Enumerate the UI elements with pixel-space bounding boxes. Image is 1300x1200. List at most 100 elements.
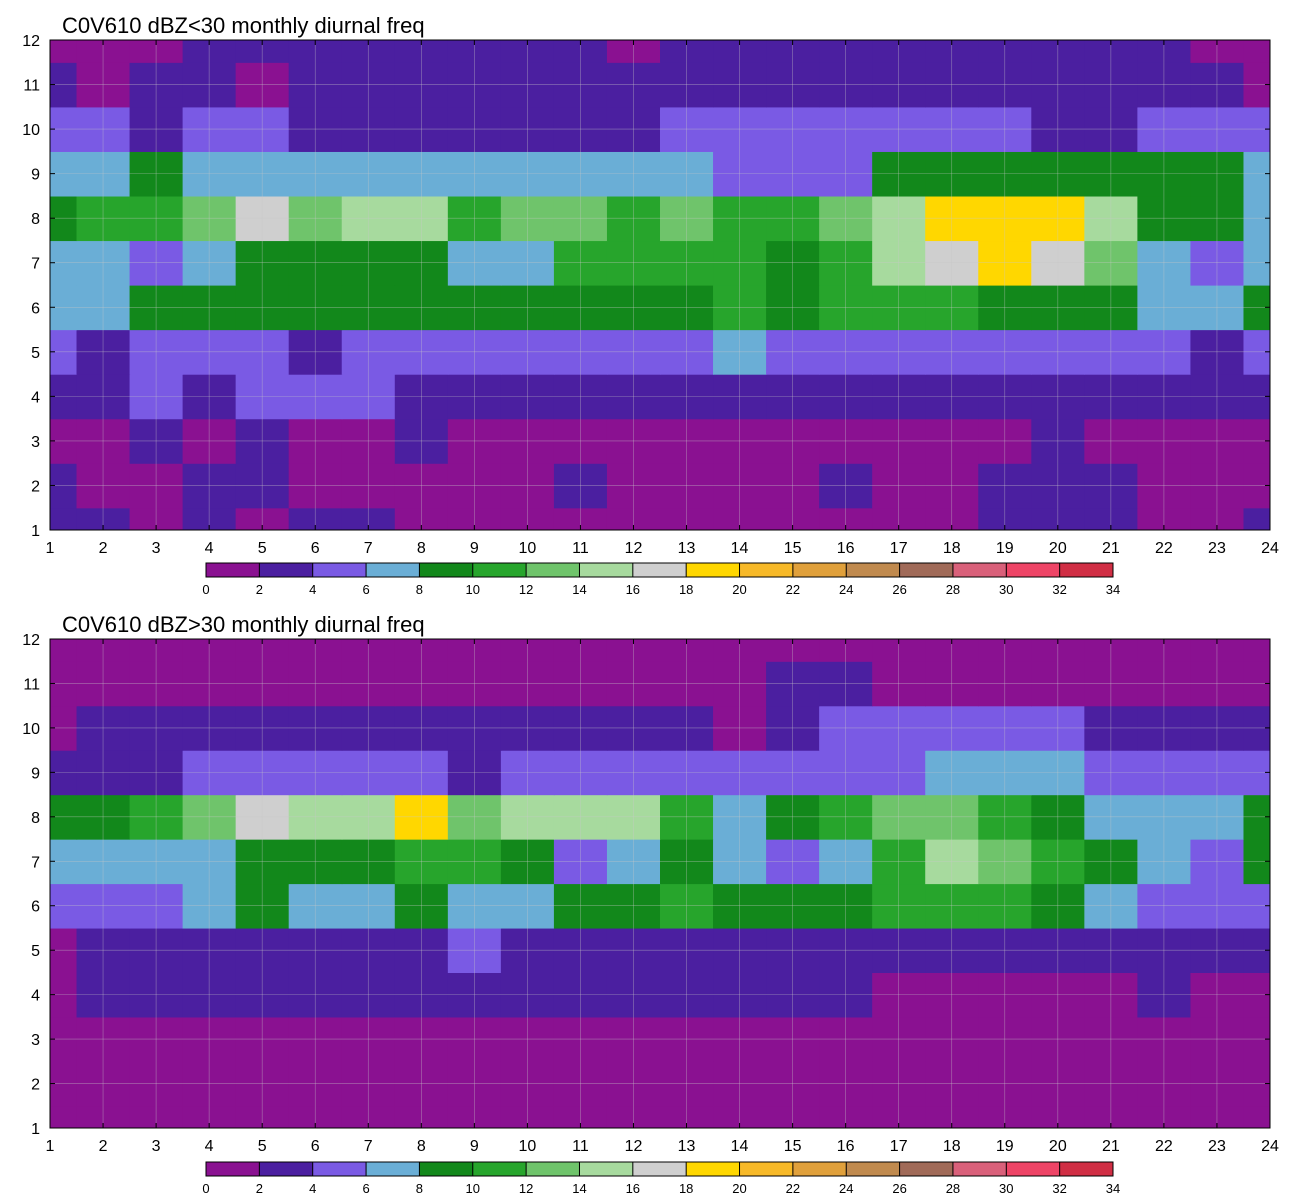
heatmap-cell xyxy=(606,374,661,420)
colorbar-tick-label: 6 xyxy=(362,582,369,597)
x-tick-label: 17 xyxy=(890,1138,908,1155)
heatmap-cell xyxy=(447,106,502,152)
colorbar-swatch xyxy=(526,1162,580,1176)
colorbar-tick-label: 0 xyxy=(202,582,209,597)
colorbar-tick-label: 6 xyxy=(362,1181,369,1196)
y-tick-label: 11 xyxy=(23,78,40,95)
heatmap-cell xyxy=(129,40,184,63)
colorbar-swatch xyxy=(1006,563,1060,577)
heatmap-cell xyxy=(766,40,820,63)
colorbar-tick-label: 16 xyxy=(626,582,640,597)
axis-frame xyxy=(49,39,1271,531)
colorbar-tick-label: 24 xyxy=(839,582,853,597)
y-tick-label: 3 xyxy=(31,434,40,451)
colorbar-tick-label: 26 xyxy=(892,582,906,597)
colorbar-swatch xyxy=(472,563,527,577)
plot-area: 1 2 3 4 5 6 7 8 9 10 11 12 13 14 15 16 17 18 19 20 21 22 23 241… xyxy=(22,632,1279,1155)
heatmap-cell xyxy=(606,839,661,885)
heatmap-cell xyxy=(129,839,184,885)
heatmap-cell xyxy=(606,750,661,796)
colorbar-tick-label: 18 xyxy=(679,582,693,597)
y-tick-label: 12 xyxy=(22,632,40,649)
heatmap-cell xyxy=(766,329,820,375)
heatmap-cell xyxy=(1084,661,1138,707)
x-tick-label: 15 xyxy=(784,1138,802,1155)
heatmap-cell xyxy=(1243,639,1270,662)
heatmap-cell xyxy=(606,463,661,509)
x-tick-label: 1 xyxy=(46,1138,55,1155)
colorbar-swatch xyxy=(419,563,474,577)
x-tick-label: 22 xyxy=(1155,1138,1173,1155)
colorbar-tick-label: 10 xyxy=(466,582,480,597)
heatmap-cell xyxy=(129,418,184,464)
y-tick-label: 11 xyxy=(23,676,40,693)
heatmap-cell xyxy=(447,418,502,464)
x-tick-label: 21 xyxy=(1102,1138,1120,1155)
heatmap-cell xyxy=(288,1105,343,1128)
y-tick-label: 2 xyxy=(31,478,40,495)
x-tick-label: 23 xyxy=(1208,540,1226,557)
heatmap-cell xyxy=(1084,106,1138,152)
x-tick-label: 13 xyxy=(678,540,696,557)
colorbar-swatch xyxy=(1006,1162,1060,1176)
heatmap-cell xyxy=(925,418,979,464)
colorbar-swatch xyxy=(419,1162,474,1176)
x-tick-label: 1 xyxy=(46,540,55,557)
colorbar-swatch xyxy=(632,1162,687,1176)
x-tick-label: 12 xyxy=(625,1138,643,1155)
colorbar-tick-label: 20 xyxy=(732,1181,746,1196)
heatmap-cells xyxy=(50,639,1270,1128)
colorbar-tick-label: 34 xyxy=(1106,582,1120,597)
heatmap-cell xyxy=(50,1105,78,1128)
heatmap-cell xyxy=(925,106,979,152)
heatmap-cell xyxy=(606,329,661,375)
colorbar-tick-label: 8 xyxy=(416,582,423,597)
colorbar-tick-label: 2 xyxy=(256,1181,263,1196)
heatmap-cell xyxy=(1084,329,1138,375)
heatmap-cell xyxy=(129,285,184,331)
heatmap-cell xyxy=(129,1105,184,1128)
heatmap-cell xyxy=(606,507,661,530)
x-tick-label: 8 xyxy=(417,1138,426,1155)
heatmap-cell xyxy=(447,750,502,796)
x-tick-label: 12 xyxy=(625,540,643,557)
heatmap-cell xyxy=(447,839,502,885)
heatmap-cell xyxy=(925,285,979,331)
heatmap-cell xyxy=(288,839,343,885)
x-tick-label: 9 xyxy=(470,540,479,557)
y-tick-label: 9 xyxy=(31,167,40,184)
x-tick-label: 3 xyxy=(152,540,161,557)
heatmap-cell xyxy=(1243,507,1270,530)
x-tick-label: 6 xyxy=(311,1138,320,1155)
heatmap-cell xyxy=(925,195,979,242)
colorbar-tick-label: 28 xyxy=(946,582,960,597)
colorbar-swatch xyxy=(259,563,313,577)
heatmap-cell xyxy=(129,507,184,530)
x-tick-label: 17 xyxy=(890,540,908,557)
heatmap-cell xyxy=(447,1105,502,1128)
colorbar-swatch xyxy=(312,563,367,577)
x-tick-label: 13 xyxy=(678,1138,696,1155)
colorbar-swatch xyxy=(739,1162,794,1176)
heatmap-cell xyxy=(925,40,979,63)
y-tick-label: 9 xyxy=(31,765,40,782)
y-tick-label: 10 xyxy=(22,122,40,139)
colorbar-swatch xyxy=(792,1162,847,1176)
colorbar-tick-label: 30 xyxy=(999,1181,1013,1196)
colorbar-swatch xyxy=(366,1162,420,1176)
x-tick-label: 18 xyxy=(943,540,961,557)
heatmap-cell xyxy=(766,374,820,420)
x-tick-label: 6 xyxy=(311,540,320,557)
colorbar-tick-label: 12 xyxy=(519,582,533,597)
heatmap-cell xyxy=(1084,285,1138,331)
colorbar-tick-label: 24 xyxy=(839,1181,853,1196)
x-tick-label: 19 xyxy=(996,1138,1014,1155)
x-tick-label: 18 xyxy=(943,1138,961,1155)
x-tick-label: 2 xyxy=(99,1138,108,1155)
heatmap-cell xyxy=(50,639,78,662)
heatmap-cell xyxy=(925,750,979,796)
chart-title: C0V610 dBZ>30 monthly diurnal freq xyxy=(62,612,425,637)
x-tick-label: 15 xyxy=(784,540,802,557)
